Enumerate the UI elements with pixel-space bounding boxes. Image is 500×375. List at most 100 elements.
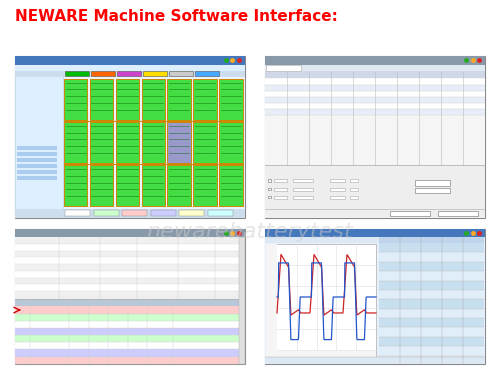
Bar bbox=[64, 79, 88, 120]
Bar bbox=[378, 243, 484, 252]
Bar bbox=[15, 70, 245, 77]
Bar bbox=[350, 179, 358, 182]
Bar bbox=[150, 210, 176, 216]
Bar bbox=[390, 211, 430, 216]
Bar bbox=[265, 64, 485, 218]
Bar bbox=[18, 164, 58, 168]
Bar bbox=[274, 188, 286, 190]
Bar bbox=[15, 64, 245, 70]
Bar bbox=[90, 165, 113, 206]
Bar bbox=[292, 179, 312, 182]
Bar bbox=[15, 335, 245, 342]
Bar bbox=[18, 170, 58, 174]
Bar bbox=[15, 271, 245, 278]
Bar bbox=[266, 244, 376, 357]
Bar bbox=[438, 211, 478, 216]
Bar bbox=[15, 56, 245, 217]
Text: newarebatterytest: newarebatterytest bbox=[146, 222, 354, 243]
Bar bbox=[15, 357, 245, 364]
Bar bbox=[15, 321, 245, 328]
Bar bbox=[15, 229, 245, 237]
Bar bbox=[265, 71, 485, 78]
Bar bbox=[268, 179, 271, 182]
Bar bbox=[91, 71, 115, 76]
Bar bbox=[378, 346, 484, 355]
Bar bbox=[15, 69, 62, 209]
Bar bbox=[378, 271, 484, 280]
Bar bbox=[64, 165, 88, 206]
Bar bbox=[65, 210, 90, 216]
Bar bbox=[15, 56, 245, 64]
Bar bbox=[65, 71, 89, 76]
Bar bbox=[194, 165, 216, 206]
Bar bbox=[265, 103, 485, 109]
Bar bbox=[265, 237, 485, 243]
Bar bbox=[15, 314, 245, 321]
Bar bbox=[378, 290, 484, 299]
Text: NEWARE Machine Software Interface:: NEWARE Machine Software Interface: bbox=[15, 9, 338, 24]
Bar bbox=[265, 229, 485, 237]
Bar bbox=[330, 196, 345, 199]
Bar bbox=[378, 280, 484, 290]
Bar bbox=[274, 179, 286, 182]
Bar bbox=[15, 278, 245, 284]
Bar bbox=[195, 71, 219, 76]
Bar bbox=[378, 318, 484, 327]
Bar bbox=[15, 299, 245, 306]
Bar bbox=[194, 122, 216, 163]
Bar bbox=[415, 180, 450, 186]
Bar bbox=[265, 209, 485, 218]
Bar bbox=[330, 188, 345, 190]
Bar bbox=[18, 158, 58, 162]
Bar bbox=[378, 309, 484, 318]
Bar bbox=[266, 244, 277, 357]
Bar bbox=[330, 179, 345, 182]
Bar bbox=[122, 210, 147, 216]
Bar bbox=[142, 165, 165, 206]
Bar bbox=[142, 79, 165, 120]
Bar bbox=[18, 152, 58, 156]
Bar bbox=[378, 237, 484, 243]
Bar bbox=[208, 210, 233, 216]
Bar bbox=[265, 229, 485, 364]
Bar bbox=[219, 79, 242, 120]
Bar bbox=[15, 237, 245, 244]
Bar bbox=[266, 65, 301, 71]
Bar bbox=[15, 306, 245, 314]
Bar bbox=[219, 122, 242, 163]
Bar bbox=[15, 284, 245, 291]
Bar bbox=[15, 257, 245, 264]
Bar bbox=[142, 122, 165, 163]
Bar bbox=[265, 165, 485, 210]
Bar bbox=[94, 210, 118, 216]
Bar bbox=[168, 165, 191, 206]
Bar bbox=[15, 342, 245, 350]
Bar bbox=[265, 79, 485, 85]
Bar bbox=[116, 122, 139, 163]
Bar bbox=[18, 176, 58, 180]
Bar bbox=[378, 262, 484, 271]
Bar bbox=[265, 357, 485, 364]
Bar bbox=[169, 71, 193, 76]
Bar bbox=[266, 351, 376, 357]
Bar bbox=[265, 64, 485, 71]
Bar bbox=[265, 56, 485, 217]
Bar bbox=[168, 79, 191, 120]
Bar bbox=[265, 56, 485, 64]
Bar bbox=[143, 71, 167, 76]
Bar bbox=[15, 229, 245, 364]
Bar bbox=[194, 79, 216, 120]
Bar bbox=[15, 64, 245, 218]
Bar bbox=[378, 299, 484, 309]
Bar bbox=[265, 97, 485, 103]
Bar bbox=[378, 337, 484, 346]
Bar bbox=[378, 252, 484, 262]
Bar bbox=[292, 188, 312, 190]
Bar bbox=[15, 328, 245, 335]
Bar bbox=[265, 91, 485, 97]
Bar bbox=[292, 196, 312, 199]
Bar bbox=[239, 237, 245, 364]
Bar bbox=[116, 79, 139, 120]
Bar bbox=[117, 71, 141, 76]
Bar bbox=[15, 264, 245, 271]
